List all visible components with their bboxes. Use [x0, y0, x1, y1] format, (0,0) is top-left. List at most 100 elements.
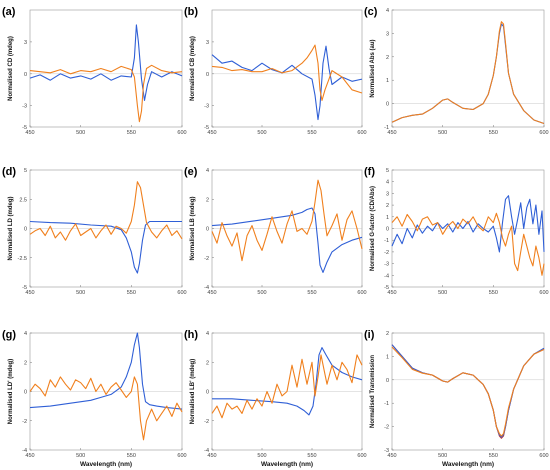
- y-tick-label: 4: [386, 8, 389, 14]
- y-tick-label: 0: [386, 102, 389, 108]
- panel-label: (b): [184, 6, 198, 18]
- plot-frame: [29, 9, 183, 128]
- panel-label: (h): [184, 329, 198, 341]
- chart-panel-a: (a) 450 500 550 600 -5 -3 0 3 Normalised CD (mdeg…: [2, 6, 187, 136]
- y-tick-label: 4: [206, 168, 209, 174]
- y-tick-label: 0: [24, 227, 27, 233]
- x-tick-label: 600: [539, 290, 548, 296]
- x-tick-label: 450: [387, 130, 396, 136]
- x-tick-label: 600: [539, 130, 548, 136]
- x-tick-label: 500: [257, 130, 266, 136]
- x-axis-label: Wavelength (nm): [442, 461, 494, 468]
- y-tick-label: 0: [386, 227, 389, 233]
- y-axis-label: Normalised LB (mdeg): [190, 196, 196, 260]
- y-axis-label: Normalised LB' (mdeg): [190, 359, 196, 424]
- y-tick-label: -3: [384, 448, 389, 454]
- y-tick-label: 0: [206, 227, 209, 233]
- y-tick-label: 2: [386, 331, 389, 337]
- y-tick-label: -1: [384, 238, 389, 244]
- x-tick-label: 550: [127, 130, 136, 136]
- y-tick-label: 0: [24, 390, 27, 396]
- y-tick-label: 0: [24, 72, 27, 78]
- x-tick-label: 450: [207, 290, 216, 296]
- x-tick-label: 550: [307, 290, 316, 296]
- x-tick-label: 550: [489, 130, 498, 136]
- x-tick-label: 600: [177, 130, 186, 136]
- x-axis-label: Wavelength (nm): [80, 461, 132, 468]
- x-tick-label: 600: [177, 453, 186, 459]
- y-tick-label: -5: [22, 125, 27, 131]
- y-tick-label: 2: [24, 360, 27, 366]
- y-tick-label: -2.5: [18, 256, 27, 262]
- x-tick-label: 550: [489, 290, 498, 296]
- y-tick-label: 2.5: [19, 197, 27, 203]
- x-tick-label: 500: [438, 453, 447, 459]
- y-tick-label: 4: [24, 331, 27, 337]
- y-tick-label: 1: [386, 215, 389, 221]
- x-tick-label: 550: [489, 453, 498, 459]
- series-line-blue: [211, 207, 363, 273]
- series-line-blue: [29, 24, 183, 101]
- y-tick-label: 4: [206, 331, 209, 337]
- x-tick-label: 450: [25, 130, 34, 136]
- panel-label: (g): [2, 329, 16, 341]
- y-tick-label: 2: [206, 197, 209, 203]
- y-tick-label: 2: [386, 55, 389, 61]
- y-tick-label: 3: [386, 191, 389, 197]
- series-line-blue: [29, 220, 182, 274]
- x-tick-label: 600: [539, 453, 548, 459]
- series-line-orange: [211, 179, 363, 262]
- x-tick-label: 500: [257, 453, 266, 459]
- series-line-orange: [29, 181, 183, 241]
- y-tick-label: -2: [384, 250, 389, 256]
- y-tick-label: -2: [22, 419, 27, 425]
- y-tick-label: -3: [384, 262, 389, 268]
- y-tick-label: -2: [204, 256, 209, 262]
- chart-panel-e: (e) 450 500 550 600 -4 -2 0 2 4 Normalised LB (mde…: [184, 166, 367, 296]
- y-tick-label: -4: [204, 285, 209, 291]
- series-line-orange: [391, 346, 545, 437]
- chart-panel-b: (b) 450 500 550 600 -5 -3 0 3 Normalised CB (mdeg…: [184, 6, 367, 136]
- y-tick-label: -1: [384, 401, 389, 407]
- x-tick-label: 550: [127, 453, 136, 459]
- x-tick-label: 450: [387, 453, 396, 459]
- x-tick-label: 500: [76, 453, 85, 459]
- plot-frame: [391, 332, 545, 451]
- x-tick-label: 450: [207, 130, 216, 136]
- y-tick-label: -1: [384, 125, 389, 131]
- y-tick-label: -2: [204, 419, 209, 425]
- series-line-orange: [211, 44, 363, 101]
- y-tick-label: -5: [22, 285, 27, 291]
- series-line-red: [391, 344, 545, 439]
- panel-label: (e): [184, 166, 198, 178]
- panel-label: (i): [364, 329, 375, 341]
- series-line-orange: [391, 21, 545, 125]
- x-tick-label: 500: [438, 130, 447, 136]
- chart-panel-i: (i) 450 500 550 600 -3 -2 -1 0 1 2 Normalised Trans…: [364, 329, 549, 468]
- chart-panel-g: (g) 450 500 550 600 -4 -2 0 2 4 Normalised LD' (md…: [2, 329, 187, 468]
- y-axis-label: Normalised CB (mdeg): [190, 36, 196, 101]
- x-tick-label: 500: [76, 130, 85, 136]
- y-tick-label: 0: [206, 72, 209, 78]
- y-tick-label: -4: [22, 448, 27, 454]
- x-tick-label: 500: [257, 290, 266, 296]
- series-line-blue: [29, 332, 183, 410]
- x-tick-label: 600: [357, 290, 366, 296]
- chart-panel-f: (f) 450 500 550 600 -5 -4 -3 -2 -1 0 1 2 3 4 5 Normalise…: [364, 166, 549, 296]
- series-line-orange: [29, 376, 183, 441]
- panel-label: (d): [2, 166, 16, 178]
- panel-label: (f): [364, 166, 375, 178]
- series-line-orange: [29, 64, 183, 123]
- y-tick-label: -4: [384, 273, 389, 279]
- chart-panel-h: (h) 450 500 550 600 -4 -2 0 2 4 Normalised LB' (md…: [184, 329, 367, 468]
- y-tick-label: -5: [384, 285, 389, 291]
- x-tick-label: 550: [307, 130, 316, 136]
- plot-frame: [391, 9, 545, 128]
- plot-frame: [211, 9, 363, 128]
- x-tick-label: 450: [25, 290, 34, 296]
- y-tick-label: -2: [384, 425, 389, 431]
- series-line-blue: [212, 347, 363, 416]
- y-tick-label: 1: [386, 354, 389, 360]
- y-tick-label: 3: [386, 31, 389, 37]
